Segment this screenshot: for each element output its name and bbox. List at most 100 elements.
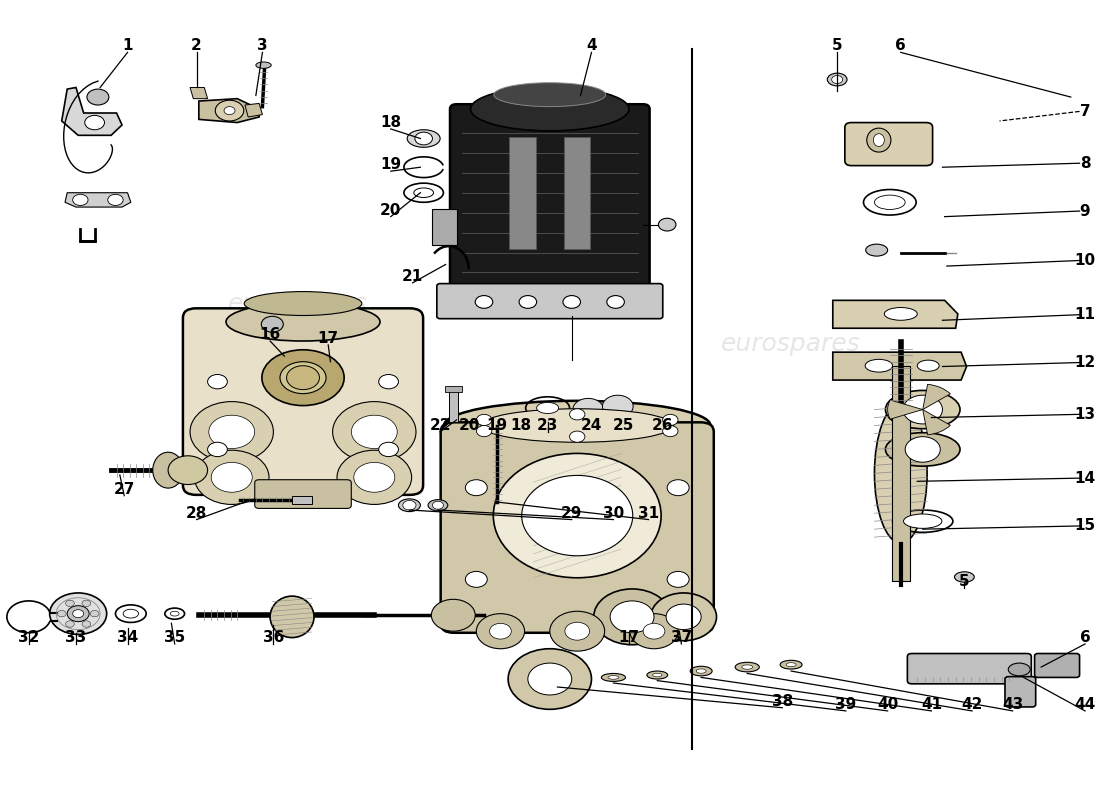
FancyBboxPatch shape	[845, 122, 933, 166]
Ellipse shape	[786, 662, 796, 666]
Ellipse shape	[262, 350, 344, 406]
Circle shape	[378, 442, 398, 457]
Ellipse shape	[494, 82, 606, 106]
Ellipse shape	[493, 454, 661, 578]
Circle shape	[67, 606, 89, 622]
Polygon shape	[199, 98, 260, 122]
Circle shape	[287, 366, 319, 390]
Circle shape	[603, 395, 634, 418]
Bar	[444, 386, 462, 392]
Circle shape	[209, 415, 254, 449]
Text: eurospares: eurospares	[722, 332, 861, 356]
FancyBboxPatch shape	[441, 422, 714, 633]
Circle shape	[90, 610, 99, 617]
Ellipse shape	[398, 499, 420, 512]
Text: 2: 2	[191, 38, 202, 53]
Circle shape	[354, 462, 395, 492]
Circle shape	[476, 614, 525, 649]
Circle shape	[73, 194, 88, 206]
Circle shape	[108, 194, 123, 206]
Ellipse shape	[867, 128, 891, 152]
Text: 14: 14	[1075, 470, 1096, 486]
Ellipse shape	[153, 452, 184, 488]
Text: eurospares: eurospares	[228, 292, 367, 316]
Text: 25: 25	[613, 418, 634, 433]
Circle shape	[85, 115, 104, 130]
Text: 41: 41	[921, 697, 942, 712]
Circle shape	[662, 414, 678, 426]
Text: 4: 4	[586, 38, 597, 53]
Polygon shape	[62, 87, 122, 135]
Circle shape	[378, 374, 398, 389]
Bar	[292, 496, 311, 504]
Circle shape	[528, 663, 572, 695]
Ellipse shape	[428, 500, 448, 511]
FancyBboxPatch shape	[1035, 654, 1079, 678]
Ellipse shape	[414, 188, 433, 198]
Ellipse shape	[123, 610, 139, 618]
Circle shape	[644, 623, 664, 639]
Circle shape	[903, 395, 943, 424]
Text: 11: 11	[1075, 307, 1096, 322]
Text: 15: 15	[1075, 518, 1096, 534]
Circle shape	[667, 604, 701, 630]
Circle shape	[630, 614, 678, 649]
Text: 13: 13	[1075, 407, 1096, 422]
Ellipse shape	[690, 666, 712, 676]
Circle shape	[50, 593, 107, 634]
Circle shape	[57, 610, 66, 617]
Circle shape	[476, 426, 492, 437]
Text: 38: 38	[772, 694, 793, 709]
Text: 27: 27	[113, 482, 135, 497]
Ellipse shape	[696, 669, 706, 674]
Circle shape	[662, 426, 678, 437]
Circle shape	[565, 622, 590, 640]
Text: 20: 20	[381, 202, 402, 218]
Circle shape	[610, 601, 654, 633]
Ellipse shape	[741, 665, 752, 670]
Ellipse shape	[608, 676, 619, 679]
Ellipse shape	[244, 291, 362, 315]
Text: 31: 31	[638, 506, 659, 521]
Ellipse shape	[647, 671, 668, 679]
Circle shape	[211, 462, 252, 492]
Text: 8: 8	[1080, 156, 1090, 170]
Bar	[432, 209, 456, 245]
Circle shape	[465, 571, 487, 587]
Text: 3: 3	[257, 38, 267, 53]
Circle shape	[573, 398, 604, 421]
Text: 18: 18	[510, 418, 531, 433]
Circle shape	[905, 437, 940, 462]
Text: 34: 34	[117, 630, 139, 645]
Text: 9: 9	[1080, 203, 1090, 218]
Ellipse shape	[1009, 663, 1031, 676]
Circle shape	[570, 431, 585, 442]
Text: 29: 29	[561, 506, 582, 521]
Text: 10: 10	[1075, 253, 1096, 268]
Circle shape	[195, 450, 270, 505]
Text: 33: 33	[65, 630, 87, 645]
Ellipse shape	[827, 73, 847, 86]
Ellipse shape	[271, 596, 314, 638]
Text: 5: 5	[959, 574, 970, 590]
Circle shape	[475, 295, 493, 308]
Text: 17: 17	[318, 331, 339, 346]
Circle shape	[832, 75, 843, 83]
Ellipse shape	[884, 307, 917, 320]
Text: 12: 12	[1075, 355, 1096, 370]
Text: 42: 42	[961, 697, 982, 712]
Wedge shape	[923, 384, 950, 410]
Circle shape	[208, 374, 228, 389]
Ellipse shape	[537, 402, 559, 414]
Ellipse shape	[873, 134, 884, 146]
Polygon shape	[833, 352, 967, 380]
Circle shape	[550, 611, 605, 651]
Circle shape	[476, 414, 492, 426]
Text: 20: 20	[459, 418, 481, 433]
Bar	[509, 137, 536, 249]
Circle shape	[594, 589, 671, 645]
Circle shape	[168, 456, 208, 485]
Circle shape	[87, 89, 109, 105]
Circle shape	[490, 623, 512, 639]
Ellipse shape	[735, 662, 759, 672]
